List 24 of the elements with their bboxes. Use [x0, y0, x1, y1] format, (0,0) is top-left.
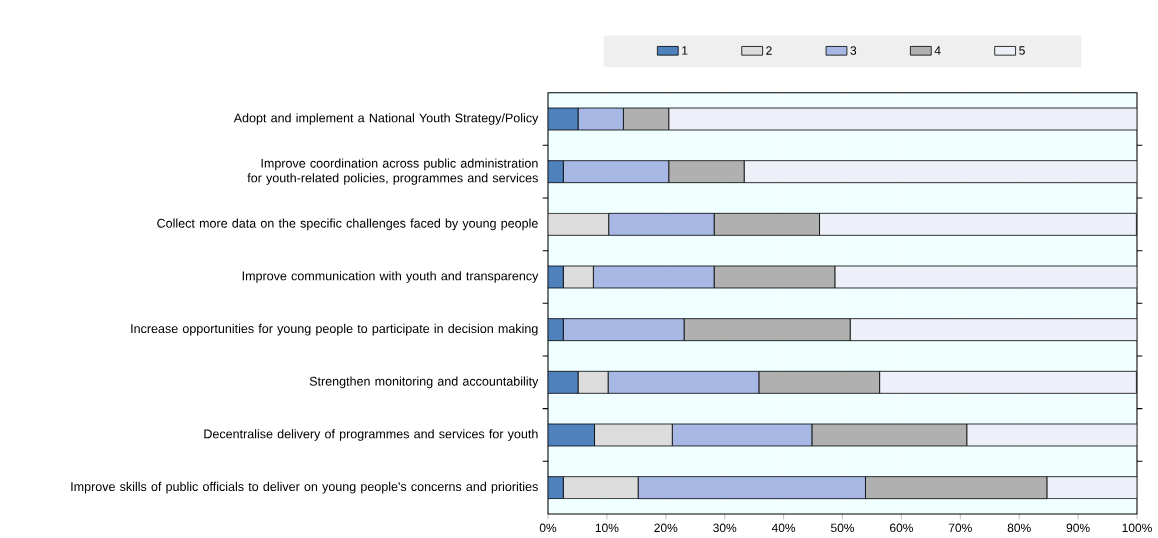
y-tick-label: Decentralise delivery of programmes and services for youth	[204, 429, 538, 441]
legend-label: 2	[766, 46, 772, 55]
y-tick-label: Improve coordination across public administration for youth-related policies, programmes and services	[247, 158, 538, 185]
y-tick-label: Improve skills of public officials to deliver on young people's concerns and priorities	[71, 481, 538, 494]
y-tick-label: Strengthen monitoring and accountability	[309, 376, 539, 389]
x-tick-label: 40%	[771, 523, 796, 533]
y-tick-label: Improve communication with youth and transparency	[242, 271, 539, 283]
legend-label: 4	[934, 46, 941, 55]
y-tick-label: Collect more data on the specific challenges faced by young people	[157, 218, 538, 231]
legend-label: 1	[682, 46, 688, 55]
x-tick-label: 100%	[1122, 523, 1152, 533]
x-tick-label: 80%	[1007, 523, 1031, 533]
x-tick-label: 20%	[654, 523, 678, 533]
legend-label: 3	[850, 46, 857, 55]
y-tick-label: Increase opportunities for young people to participate in decision making	[131, 323, 538, 336]
x-tick-label: 10%	[595, 523, 619, 533]
x-tick-label: 0%	[539, 523, 557, 533]
x-tick-label: 50%	[830, 523, 855, 533]
x-tick-label: 60%	[889, 523, 913, 533]
y-tick-label: Adopt and implement a National Youth Strategy/Policy	[233, 113, 539, 125]
legend-label: 5	[1019, 46, 1025, 55]
x-tick-label: 90%	[1066, 523, 1090, 533]
x-tick-label: 30%	[713, 523, 737, 533]
x-tick-label: 70%	[948, 523, 972, 533]
